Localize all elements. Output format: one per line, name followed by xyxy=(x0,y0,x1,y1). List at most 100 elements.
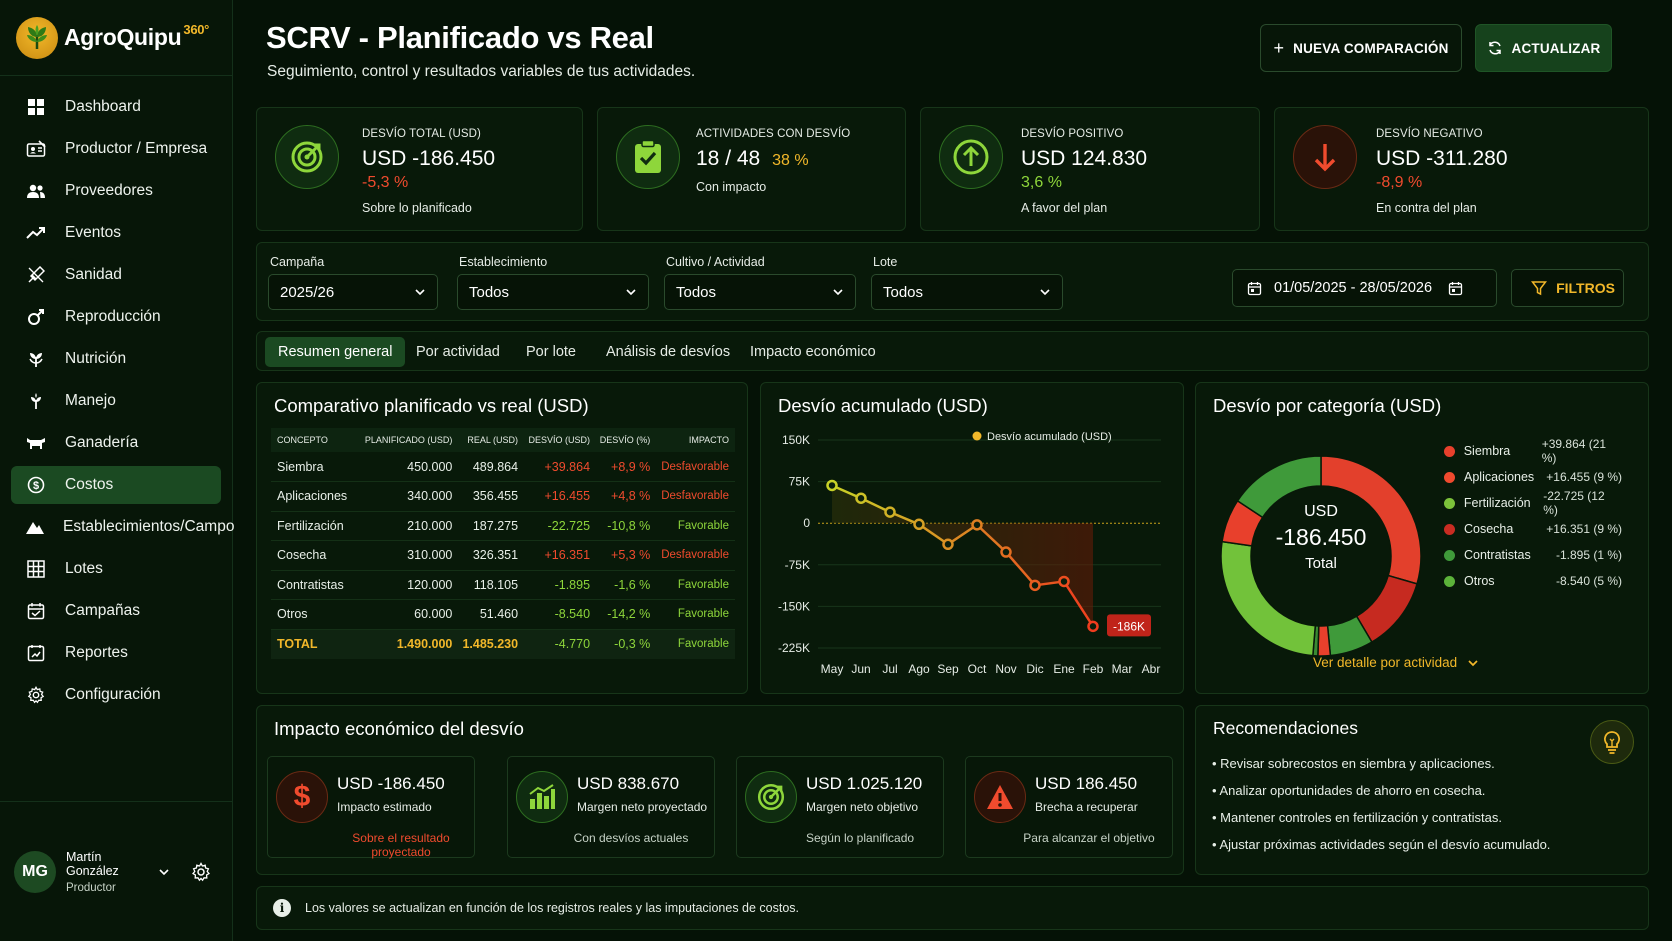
table-row[interactable]: Fertilización 210.000 187.275 -22.725 -10,8 … xyxy=(271,511,735,541)
table-row[interactable]: Aplicaciones 340.000 356.455 +16.455 +4,8 % D… xyxy=(271,481,735,512)
donut-chart xyxy=(1220,455,1422,657)
view-tabs: Resumen general Por actividad Por lote A… xyxy=(256,331,1649,371)
filters-bar: Campaña 2025/26 Establecimiento Todos Cu… xyxy=(256,242,1649,321)
table-cell: Desfavorable xyxy=(656,481,735,512)
sidebar-item-lotes[interactable]: Lotes xyxy=(11,550,221,588)
settings-gear-icon[interactable] xyxy=(191,861,211,882)
data-point xyxy=(884,506,896,518)
calendar-icon xyxy=(1247,281,1262,296)
plant-icon xyxy=(25,348,47,370)
hand-icon xyxy=(25,390,47,412)
sidebar-item-reportes[interactable]: Reportes xyxy=(11,634,221,672)
new-comparison-button[interactable]: + NUEVA COMPARACIÓN xyxy=(1260,24,1462,72)
table-row[interactable]: Contratistas 120.000 118.105 -1.895 -1,6 % Fa… xyxy=(271,570,735,600)
table-cell: -8.540 xyxy=(524,599,597,630)
table-cell: Favorable xyxy=(656,599,735,630)
avatar[interactable]: MG xyxy=(14,850,56,893)
campaign-label: Campaña xyxy=(270,255,325,269)
sidebar-item-dashboard[interactable]: Dashboard xyxy=(11,88,221,126)
sidebar-item-eventos[interactable]: Eventos xyxy=(11,214,221,252)
campaign-select[interactable]: 2025/26 xyxy=(268,274,438,310)
table-cell: Favorable xyxy=(656,629,735,659)
logo-leaf-icon xyxy=(16,16,58,59)
activity-detail-link[interactable]: Ver detalle por actividad xyxy=(1313,655,1480,670)
series-line-segment xyxy=(1005,551,1036,587)
sidebar-item-sanidad[interactable]: Sanidad xyxy=(11,256,221,294)
lot-select[interactable]: Todos xyxy=(871,274,1063,310)
table-cell: Desfavorable xyxy=(656,540,735,571)
users-icon xyxy=(25,180,47,202)
chevron-down-icon xyxy=(413,285,427,299)
sidebar-item-ganaderia[interactable]: Ganadería xyxy=(11,424,221,462)
calendar-icon xyxy=(1448,281,1463,296)
main-content: SCRV - Planificado vs Real Seguimiento, … xyxy=(233,0,1672,941)
clipboard-check-icon xyxy=(616,125,680,189)
sidebar-item-label: Lotes xyxy=(65,560,103,577)
impact-sub: Para alcanzar el objetivo xyxy=(1023,831,1155,845)
cumulative-deviation-panel: Desvío acumulado (USD) 150K 75K 0 -75K -150K… xyxy=(760,382,1184,694)
info-icon: i xyxy=(273,899,291,917)
column-header: REAL (USD) xyxy=(458,428,525,452)
logo[interactable]: AgroQuipu 360° xyxy=(0,0,232,76)
table-cell: 187.275 xyxy=(458,511,525,541)
lightbulb-icon[interactable] xyxy=(1590,720,1634,764)
crop-select[interactable]: Todos xyxy=(664,274,856,310)
sidebar-item-nutricion[interactable]: Nutrición xyxy=(11,340,221,378)
impact-label: Brecha a recuperar xyxy=(1035,800,1138,814)
x-tick-label: Jun xyxy=(851,662,870,676)
table-row[interactable]: Otros 60.000 51.460 -8.540 -14,2 % Favorable xyxy=(271,599,735,630)
user-profile: MG Martín González Productor xyxy=(0,801,233,941)
tab-impacto-economico[interactable]: Impacto económico xyxy=(750,344,876,360)
sidebar-item-configuracion[interactable]: Configuración xyxy=(11,676,221,714)
sidebar-item-campanas[interactable]: Campañas xyxy=(11,592,221,630)
table-cell: +39.864 xyxy=(524,452,597,482)
table-row[interactable]: Siembra 450.000 489.864 +39.864 +8,9 % Desfav… xyxy=(271,452,735,482)
x-tick-label: Ene xyxy=(1053,662,1075,676)
donut-slice[interactable] xyxy=(1236,455,1322,519)
kpi-label: DESVÍO NEGATIVO xyxy=(1376,128,1483,140)
tab-por-lote[interactable]: Por lote xyxy=(526,344,576,360)
table-cell: 1.490.000 xyxy=(358,629,459,659)
sidebar-item-costos[interactable]: $ Costos xyxy=(11,466,221,504)
legend-name: Cosecha xyxy=(1464,522,1514,536)
kpi-value: USD -311.280 xyxy=(1376,147,1508,170)
dollar-icon: $ xyxy=(25,474,47,496)
sidebar-item-proveedores[interactable]: Proveedores xyxy=(11,172,221,210)
x-tick-label: Abr xyxy=(1142,662,1161,676)
kpi-positive-deviation: DESVÍO POSITIVO USD 124.830 3,6 % A favo… xyxy=(920,107,1260,231)
data-point xyxy=(913,518,925,531)
y-tick-label: 150K xyxy=(782,433,810,447)
update-button[interactable]: ACTUALIZAR xyxy=(1475,24,1612,72)
sidebar-item-reproduccion[interactable]: Reproducción xyxy=(11,298,221,336)
establishment-select[interactable]: Todos xyxy=(457,274,649,310)
sidebar-item-label: Manejo xyxy=(65,392,116,409)
y-tick-label: -150K xyxy=(778,599,810,613)
tab-resumen-general[interactable]: Resumen general xyxy=(265,337,406,367)
chevron-down-icon[interactable] xyxy=(157,865,171,879)
sidebar-item-label: Sanidad xyxy=(65,266,122,283)
tab-por-actividad[interactable]: Por actividad xyxy=(416,344,500,360)
arrow-down-icon xyxy=(1293,125,1357,189)
sidebar-item-label: Reportes xyxy=(65,644,128,661)
table-row[interactable]: Cosecha 310.000 326.351 +16.351 +5,3 % Desfav… xyxy=(271,540,735,571)
sidebar-item-establecimientos-campo[interactable]: Establecimientos/Campo xyxy=(11,508,234,546)
legend-name: Otros xyxy=(1464,574,1495,588)
donut-slice[interactable] xyxy=(1317,624,1332,657)
filters-button[interactable]: FILTROS xyxy=(1511,269,1624,307)
tab-analisis-desvios[interactable]: Análisis de desvíos xyxy=(606,344,731,360)
sidebar-item-manejo[interactable]: Manejo xyxy=(11,382,221,420)
table-cell: Favorable xyxy=(656,570,735,600)
footer-note: Los valores se actualizan en función de … xyxy=(305,901,800,915)
x-tick-label: Nov xyxy=(995,662,1016,676)
impact-label: Margen neto objetivo xyxy=(806,800,919,814)
y-tick-label: -75K xyxy=(785,558,810,572)
legend-item: Siembra +39.864 (21 %) xyxy=(1444,437,1622,465)
sidebar-item-productor-empresa[interactable]: Productor / Empresa xyxy=(11,130,221,168)
table-cell: Siembra xyxy=(271,452,359,482)
warning-icon xyxy=(974,771,1026,823)
legend-dot xyxy=(1444,549,1455,561)
date-range-picker[interactable]: 01/05/2025 - 28/05/2026 xyxy=(1232,269,1497,307)
kpi-note: Sobre lo planificado xyxy=(362,201,472,215)
dollar-icon: $ xyxy=(276,771,328,823)
column-header: CONCEPTO xyxy=(271,428,359,452)
